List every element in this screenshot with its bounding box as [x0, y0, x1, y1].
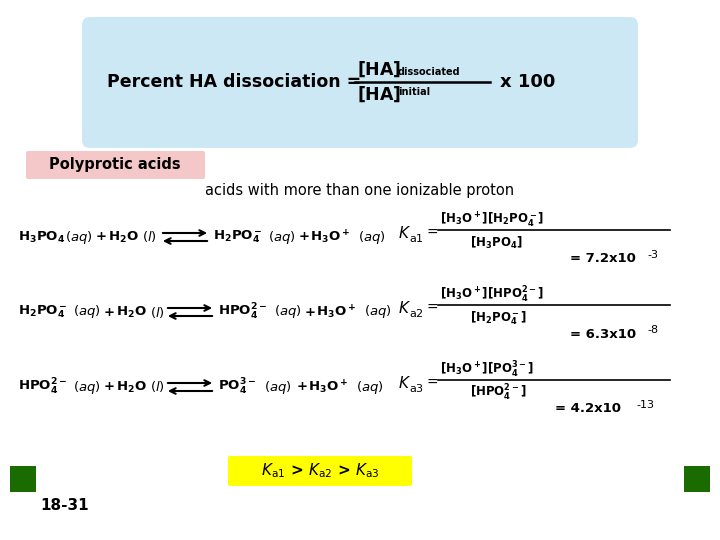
- Text: $\mathbf{[HA]}$: $\mathbf{[HA]}$: [357, 59, 401, 79]
- Text: -8: -8: [647, 325, 658, 335]
- Text: = 4.2x10: = 4.2x10: [555, 402, 621, 415]
- Text: dissociated: dissociated: [398, 67, 461, 77]
- Text: $\mathbf{[H_3O^+][H_2PO_4^-]}$: $\mathbf{[H_3O^+][H_2PO_4^-]}$: [440, 211, 544, 229]
- Text: -13: -13: [636, 400, 654, 410]
- Text: $\mathit{(aq)}$: $\mathit{(aq)}$: [268, 228, 296, 246]
- Text: $\mathbf{HPO_4^{2-}}$: $\mathbf{HPO_4^{2-}}$: [18, 377, 67, 397]
- Text: $\mathbf{H_2O}$: $\mathbf{H_2O}$: [116, 305, 147, 320]
- Text: $K$: $K$: [398, 225, 411, 241]
- Text: $\mathit{(aq)}$: $\mathit{(aq)}$: [274, 303, 302, 321]
- Text: $\mathbf{[H_3O^+][PO_4^{3-}]}$: $\mathbf{[H_3O^+][PO_4^{3-}]}$: [440, 360, 534, 380]
- Text: $\mathrm{a1}$: $\mathrm{a1}$: [409, 232, 424, 244]
- Text: $\mathbf{+}$: $\mathbf{+}$: [296, 381, 307, 394]
- Text: -3: -3: [647, 250, 658, 260]
- Text: $\mathbf{+}$: $\mathbf{+}$: [103, 306, 114, 319]
- Text: $K$: $K$: [398, 300, 411, 316]
- Text: initial: initial: [398, 87, 430, 97]
- Text: $\mathbf{H_3PO_4}$: $\mathbf{H_3PO_4}$: [18, 230, 65, 245]
- FancyBboxPatch shape: [228, 456, 412, 486]
- Text: =: =: [426, 301, 438, 315]
- Text: $\mathbf{[HPO_4^{2-}]}$: $\mathbf{[HPO_4^{2-}]}$: [470, 383, 526, 403]
- Text: $\mathbf{H_3O^+}$: $\mathbf{H_3O^+}$: [308, 379, 348, 396]
- Text: $\mathit{(aq)}$: $\mathit{(aq)}$: [364, 303, 392, 321]
- Text: $\mathit{(aq)}$: $\mathit{(aq)}$: [73, 303, 101, 321]
- Text: $\mathbf{H_2O}$: $\mathbf{H_2O}$: [108, 230, 139, 245]
- Text: $\mathbf{[H_3O^+][HPO_4^{2-}]}$: $\mathbf{[H_3O^+][HPO_4^{2-}]}$: [440, 285, 544, 305]
- Text: $\mathit{(aq)}$: $\mathit{(aq)}$: [73, 379, 101, 395]
- Text: Percent HA dissociation =: Percent HA dissociation =: [107, 73, 361, 91]
- Text: $\mathbf{PO_4^{3-}}$: $\mathbf{PO_4^{3-}}$: [218, 377, 256, 397]
- Text: $K$: $K$: [398, 375, 411, 391]
- Text: $\mathit{(aq)}$: $\mathit{(aq)}$: [358, 228, 386, 246]
- Text: $\mathbf{H_2PO_4^-}$: $\mathbf{H_2PO_4^-}$: [213, 229, 263, 245]
- Text: $\mathbf{H_3O^+}$: $\mathbf{H_3O^+}$: [316, 303, 356, 321]
- Text: =: =: [426, 226, 438, 240]
- FancyBboxPatch shape: [82, 17, 638, 148]
- Text: $\mathbf{H_3O^+}$: $\mathbf{H_3O^+}$: [310, 228, 350, 246]
- Text: $\mathbf{+}$: $\mathbf{+}$: [103, 381, 114, 394]
- Bar: [10, 466, 36, 492]
- Text: $\mathit{K}_{\mathrm{a1}}$ > $\mathit{K}_{\mathrm{a2}}$ > $\mathit{K}_{\mathrm{a: $\mathit{K}_{\mathrm{a1}}$ > $\mathit{K}…: [261, 462, 379, 481]
- FancyBboxPatch shape: [26, 151, 205, 179]
- Text: $\mathbf{[H_2PO_4^-]}$: $\mathbf{[H_2PO_4^-]}$: [470, 309, 527, 327]
- Text: $\mathbf{H_2PO_4^-}$: $\mathbf{H_2PO_4^-}$: [18, 303, 68, 320]
- Text: Polyprotic acids: Polyprotic acids: [49, 158, 181, 172]
- Text: $\mathit{(l)}$: $\mathit{(l)}$: [150, 380, 165, 395]
- Text: $\mathbf{H_2O}$: $\mathbf{H_2O}$: [116, 380, 147, 395]
- Text: $\mathit{(l)}$: $\mathit{(l)}$: [150, 305, 165, 320]
- Text: $\mathbf{HPO_4^{2-}}$: $\mathbf{HPO_4^{2-}}$: [218, 302, 267, 322]
- Text: = 7.2x10: = 7.2x10: [570, 253, 636, 266]
- Text: =: =: [426, 376, 438, 390]
- Text: $\mathbf{[HA]}$: $\mathbf{[HA]}$: [357, 85, 401, 104]
- Text: $\mathit{(l)}$: $\mathit{(l)}$: [142, 230, 157, 245]
- Text: $\mathrm{a3}$: $\mathrm{a3}$: [409, 382, 424, 394]
- Text: $\mathbf{[H_3PO_4]}$: $\mathbf{[H_3PO_4]}$: [470, 235, 523, 251]
- Bar: [684, 466, 710, 492]
- Text: $\mathbf{+}$: $\mathbf{+}$: [95, 231, 107, 244]
- Text: $\mathit{(aq)}$: $\mathit{(aq)}$: [264, 379, 292, 395]
- Text: $\mathit{(aq)}$: $\mathit{(aq)}$: [65, 228, 93, 246]
- Text: x 100: x 100: [500, 73, 555, 91]
- Text: = 6.3x10: = 6.3x10: [570, 327, 636, 341]
- Text: 18-31: 18-31: [40, 497, 89, 512]
- Text: $\mathit{(aq)}$: $\mathit{(aq)}$: [356, 379, 384, 395]
- Text: $\mathbf{+}$: $\mathbf{+}$: [298, 231, 310, 244]
- Text: $\mathrm{a2}$: $\mathrm{a2}$: [409, 307, 424, 319]
- Text: $\mathbf{+}$: $\mathbf{+}$: [304, 306, 315, 319]
- Text: acids with more than one ionizable proton: acids with more than one ionizable proto…: [205, 183, 515, 198]
